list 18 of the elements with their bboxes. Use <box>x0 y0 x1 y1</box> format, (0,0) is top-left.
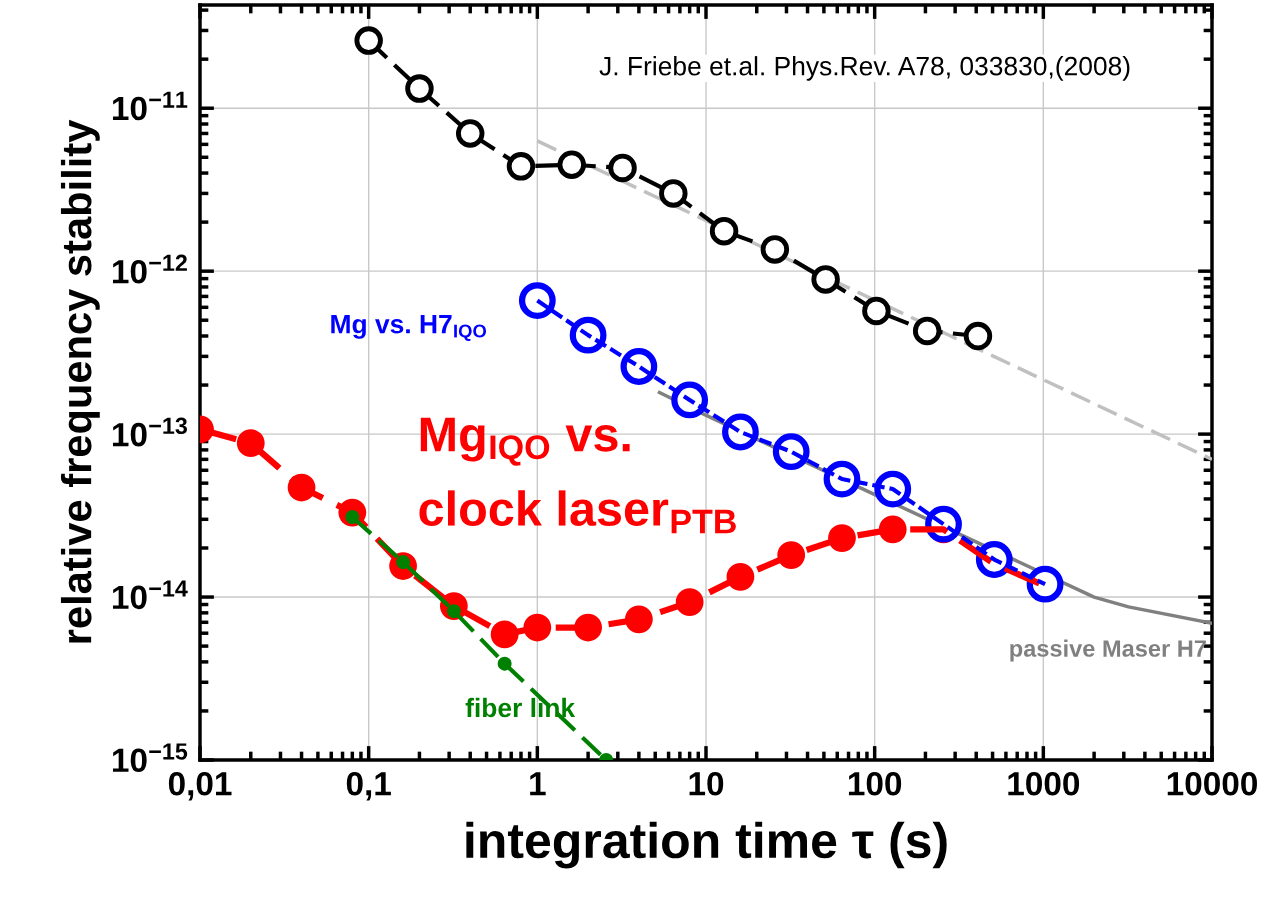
x-tick-label: 100 <box>848 771 902 796</box>
y-tick-label: 10$^{−13}$ <box>112 417 188 447</box>
series-label: Mg$_{IQO}$ vs. clock laser$_{PTB}$ <box>419 417 736 534</box>
y-axis-title: relative frequency stability <box>60 119 100 643</box>
y-tick-label: 10$^{−11}$ <box>112 91 188 121</box>
series-label: Mg vs. H7$_{IQO}$ <box>331 315 487 342</box>
x-tick-label: 10 <box>689 771 724 796</box>
annotation: J. Friebe et.al. Phys.Rev. A78, 033830,(2008) <box>599 56 1130 81</box>
x-tick-label: 1 <box>530 772 546 796</box>
x-tick-label: 0,1 <box>346 771 391 801</box>
series-label: passive Maser H7 <box>1010 639 1206 662</box>
y-tick-label: 10$^{−15}$ <box>112 743 188 773</box>
x-tick-label: 0,01 <box>168 771 232 801</box>
y-tick-label: 10$^{−14}$ <box>112 580 188 610</box>
y-tick-label: 10$^{−12}$ <box>112 254 187 284</box>
x-tick-label: 1000 <box>1008 771 1080 796</box>
x-axis-title: integration time τ (s) <box>466 821 947 869</box>
x-tick-label: 10000 <box>1167 771 1257 796</box>
